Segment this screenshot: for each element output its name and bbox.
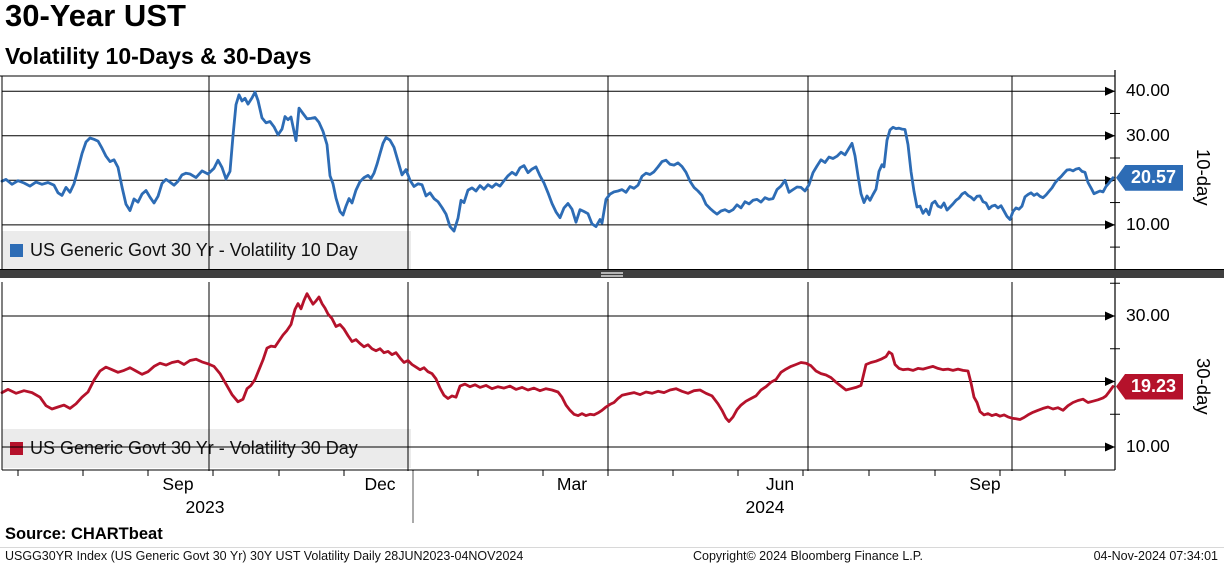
- footer-timestamp: 04-Nov-2024 07:34:01: [1093, 549, 1218, 563]
- x-year-label: 2023: [185, 497, 225, 517]
- legend-swatch-red-icon: [10, 442, 23, 455]
- legend-volatility-30day[interactable]: US Generic Govt 30 Yr - Volatility 30 Da…: [2, 429, 411, 468]
- legend-volatility-10day[interactable]: US Generic Govt 30 Yr - Volatility 10 Da…: [2, 231, 411, 269]
- y-axis-title-10day: 10-day: [1193, 149, 1214, 207]
- y-axis-title-30day: 30-day: [1193, 358, 1214, 415]
- x-month-label: Sep: [162, 474, 194, 494]
- y-tick-label: 10.00: [1126, 213, 1170, 234]
- legend-swatch-blue-icon: [10, 243, 23, 257]
- last-value-badge-30day: 19.23: [1116, 373, 1183, 400]
- divider-grip-icon[interactable]: [601, 272, 623, 277]
- y-tick-label: 40.00: [1126, 80, 1170, 101]
- x-year-label: 2024: [745, 497, 785, 517]
- last-value-badge-10day: 20.57: [1116, 164, 1183, 191]
- x-month-label: Mar: [556, 474, 588, 494]
- footer-description: USGG30YR Index (US Generic Govt 30 Yr) 3…: [5, 549, 524, 563]
- page-subtitle: Volatility 10-Days & 30-Days: [5, 43, 312, 69]
- divider-bar: [0, 270, 1224, 278]
- y-tick-label: 10.00: [1126, 436, 1170, 456]
- x-month-label: Dec: [364, 474, 396, 494]
- legend-label-10day: US Generic Govt 30 Yr - Volatility 10 Da…: [30, 239, 358, 260]
- panel-divider: [0, 269, 1224, 279]
- legend-label-30day: US Generic Govt 30 Yr - Volatility 30 Da…: [30, 438, 358, 458]
- source-line: Source: CHARTbeat: [5, 525, 163, 543]
- divider-hairline: [0, 269, 1224, 270]
- footer-divider: [0, 547, 1224, 548]
- footer-copyright: Copyright© 2024 Bloomberg Finance L.P.: [693, 549, 923, 563]
- x-month-label: Sep: [969, 474, 1001, 494]
- y-tick-label: 30.00: [1126, 124, 1170, 145]
- page-title: 30-Year UST: [5, 0, 186, 33]
- y-tick-label: 30.00: [1126, 304, 1170, 325]
- x-month-label: Jun: [765, 474, 795, 494]
